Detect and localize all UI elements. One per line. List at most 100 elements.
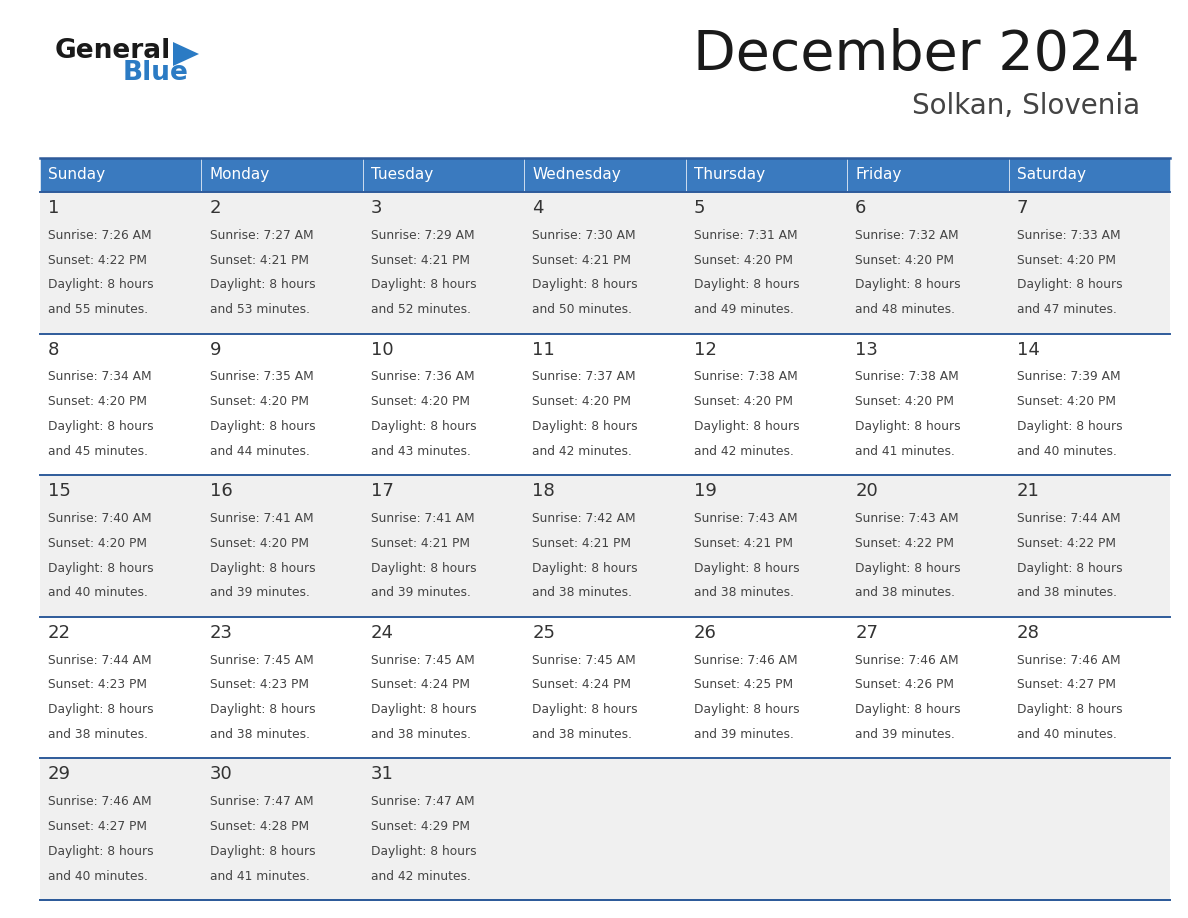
Text: 23: 23	[209, 624, 233, 642]
Text: 4: 4	[532, 199, 544, 217]
Text: and 38 minutes.: and 38 minutes.	[371, 728, 470, 741]
Text: 6: 6	[855, 199, 866, 217]
Text: Sunrise: 7:45 AM: Sunrise: 7:45 AM	[371, 654, 475, 666]
Text: 2: 2	[209, 199, 221, 217]
Bar	[40, 758, 202, 900]
Text: 21: 21	[1017, 482, 1040, 500]
Text: Wednesday: Wednesday	[532, 167, 621, 183]
Text: 16: 16	[209, 482, 232, 500]
Bar	[524, 758, 685, 900]
Text: Sunset: 4:21 PM: Sunset: 4:21 PM	[209, 253, 309, 266]
Text: Sunrise: 7:40 AM: Sunrise: 7:40 AM	[48, 512, 152, 525]
Text: and 39 minutes.: and 39 minutes.	[855, 728, 955, 741]
Bar	[685, 758, 847, 900]
Text: Sunset: 4:22 PM: Sunset: 4:22 PM	[1017, 537, 1116, 550]
Bar	[40, 158, 202, 192]
Text: 7: 7	[1017, 199, 1028, 217]
Text: and 40 minutes.: and 40 minutes.	[1017, 444, 1117, 458]
Text: Daylight: 8 hours: Daylight: 8 hours	[371, 562, 476, 575]
Bar	[847, 158, 1009, 192]
Text: and 40 minutes.: and 40 minutes.	[48, 869, 148, 882]
Bar	[847, 476, 1009, 617]
Text: and 38 minutes.: and 38 minutes.	[855, 587, 955, 599]
Text: Sunset: 4:26 PM: Sunset: 4:26 PM	[855, 678, 954, 691]
Text: and 43 minutes.: and 43 minutes.	[371, 444, 470, 458]
Text: Sunset: 4:22 PM: Sunset: 4:22 PM	[48, 253, 147, 266]
Text: and 40 minutes.: and 40 minutes.	[48, 587, 148, 599]
Text: Sunset: 4:20 PM: Sunset: 4:20 PM	[48, 395, 147, 409]
Text: Monday: Monday	[209, 167, 270, 183]
Text: Daylight: 8 hours: Daylight: 8 hours	[48, 703, 153, 716]
Text: and 50 minutes.: and 50 minutes.	[532, 303, 632, 316]
Text: and 40 minutes.: and 40 minutes.	[1017, 728, 1117, 741]
Text: Sunrise: 7:38 AM: Sunrise: 7:38 AM	[694, 371, 797, 384]
Text: Sunset: 4:20 PM: Sunset: 4:20 PM	[855, 253, 954, 266]
Bar	[524, 158, 685, 192]
Text: and 39 minutes.: and 39 minutes.	[209, 587, 309, 599]
Text: 30: 30	[209, 766, 232, 783]
Text: 11: 11	[532, 341, 555, 359]
Text: Sunrise: 7:31 AM: Sunrise: 7:31 AM	[694, 229, 797, 241]
Text: Sunrise: 7:42 AM: Sunrise: 7:42 AM	[532, 512, 636, 525]
Text: Sunset: 4:20 PM: Sunset: 4:20 PM	[1017, 253, 1116, 266]
Text: Daylight: 8 hours: Daylight: 8 hours	[371, 420, 476, 433]
Bar	[202, 333, 362, 476]
Text: Sunrise: 7:37 AM: Sunrise: 7:37 AM	[532, 371, 636, 384]
Bar	[362, 158, 524, 192]
Text: Sunset: 4:20 PM: Sunset: 4:20 PM	[694, 395, 792, 409]
Text: Daylight: 8 hours: Daylight: 8 hours	[855, 703, 961, 716]
Text: 25: 25	[532, 624, 555, 642]
Bar	[685, 476, 847, 617]
Text: 13: 13	[855, 341, 878, 359]
Bar	[1009, 158, 1170, 192]
Text: and 42 minutes.: and 42 minutes.	[371, 869, 470, 882]
Text: Sunset: 4:21 PM: Sunset: 4:21 PM	[371, 253, 470, 266]
Bar	[1009, 758, 1170, 900]
Text: and 38 minutes.: and 38 minutes.	[48, 728, 148, 741]
Bar	[685, 333, 847, 476]
Bar	[202, 617, 362, 758]
Text: and 44 minutes.: and 44 minutes.	[209, 444, 309, 458]
Text: and 48 minutes.: and 48 minutes.	[855, 303, 955, 316]
Text: Sunset: 4:25 PM: Sunset: 4:25 PM	[694, 678, 792, 691]
Bar	[1009, 617, 1170, 758]
Bar	[847, 758, 1009, 900]
Bar	[524, 333, 685, 476]
Bar	[524, 617, 685, 758]
Bar	[362, 333, 524, 476]
Text: 12: 12	[694, 341, 716, 359]
Text: Sunrise: 7:26 AM: Sunrise: 7:26 AM	[48, 229, 152, 241]
Text: Sunday: Sunday	[48, 167, 106, 183]
Text: Sunrise: 7:39 AM: Sunrise: 7:39 AM	[1017, 371, 1120, 384]
Text: Sunrise: 7:33 AM: Sunrise: 7:33 AM	[1017, 229, 1120, 241]
Text: Sunrise: 7:44 AM: Sunrise: 7:44 AM	[48, 654, 152, 666]
Text: and 38 minutes.: and 38 minutes.	[1017, 587, 1117, 599]
Text: Blue: Blue	[124, 60, 189, 86]
Text: 19: 19	[694, 482, 716, 500]
Text: 10: 10	[371, 341, 393, 359]
Text: Sunset: 4:21 PM: Sunset: 4:21 PM	[694, 537, 792, 550]
Text: Daylight: 8 hours: Daylight: 8 hours	[532, 703, 638, 716]
Text: Daylight: 8 hours: Daylight: 8 hours	[1017, 562, 1123, 575]
Text: Sunset: 4:21 PM: Sunset: 4:21 PM	[371, 537, 470, 550]
Polygon shape	[173, 42, 200, 66]
Text: Friday: Friday	[855, 167, 902, 183]
Text: Daylight: 8 hours: Daylight: 8 hours	[532, 562, 638, 575]
Bar	[362, 758, 524, 900]
Text: Sunrise: 7:38 AM: Sunrise: 7:38 AM	[855, 371, 959, 384]
Bar	[847, 333, 1009, 476]
Text: Daylight: 8 hours: Daylight: 8 hours	[855, 562, 961, 575]
Text: Daylight: 8 hours: Daylight: 8 hours	[209, 420, 315, 433]
Text: 18: 18	[532, 482, 555, 500]
Text: Sunrise: 7:46 AM: Sunrise: 7:46 AM	[1017, 654, 1120, 666]
Text: 5: 5	[694, 199, 706, 217]
Text: and 47 minutes.: and 47 minutes.	[1017, 303, 1117, 316]
Text: Sunrise: 7:41 AM: Sunrise: 7:41 AM	[371, 512, 474, 525]
Text: Sunrise: 7:41 AM: Sunrise: 7:41 AM	[209, 512, 314, 525]
Bar	[524, 192, 685, 333]
Bar	[362, 192, 524, 333]
Bar	[202, 758, 362, 900]
Text: 8: 8	[48, 341, 59, 359]
Text: and 38 minutes.: and 38 minutes.	[209, 728, 310, 741]
Text: Daylight: 8 hours: Daylight: 8 hours	[48, 562, 153, 575]
